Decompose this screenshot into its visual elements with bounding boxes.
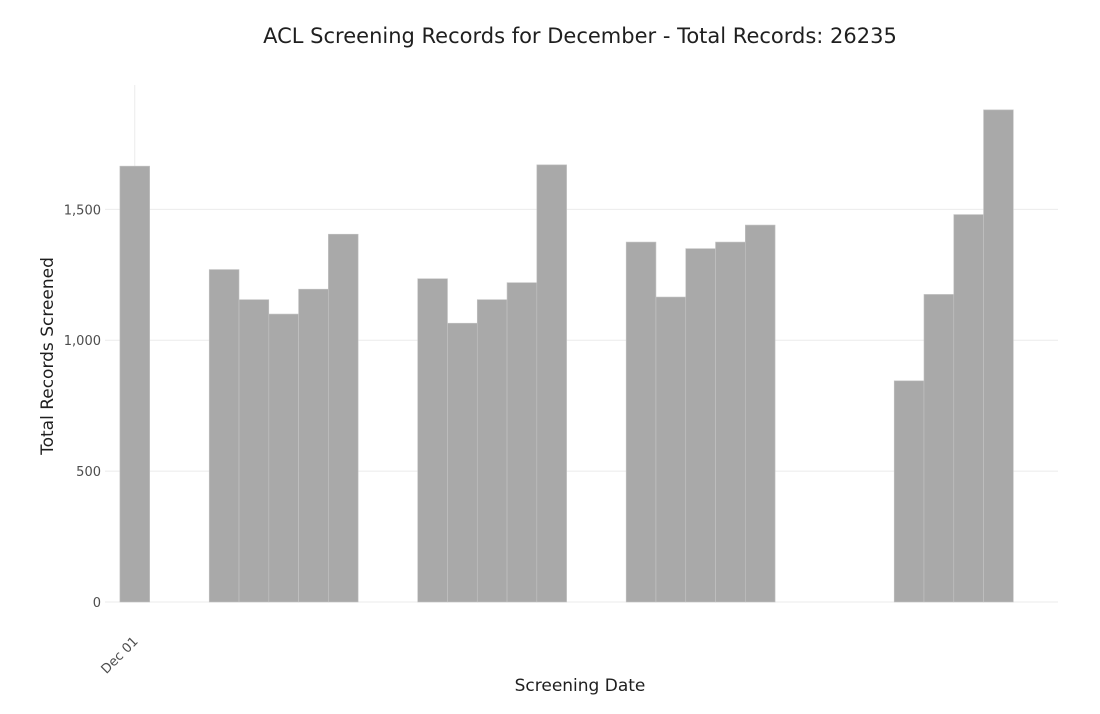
chart-title: ACL Screening Records for December - Tot… bbox=[263, 24, 897, 48]
bar bbox=[268, 313, 299, 603]
bar bbox=[655, 296, 687, 603]
bar bbox=[685, 248, 716, 603]
bar bbox=[536, 164, 567, 603]
bar bbox=[893, 380, 925, 603]
bar bbox=[447, 322, 478, 603]
y-tick-label: 500 bbox=[76, 465, 101, 480]
bar bbox=[953, 214, 984, 603]
bar bbox=[119, 165, 150, 603]
bar bbox=[208, 269, 240, 603]
bar bbox=[744, 224, 776, 603]
bar bbox=[715, 241, 746, 603]
bar bbox=[417, 278, 448, 603]
bar bbox=[328, 233, 359, 603]
y-axis-ticks: 0 500 1,000 1,500 bbox=[64, 203, 101, 611]
x-tick-label: Dec 01 bbox=[99, 634, 142, 677]
bar bbox=[983, 109, 1014, 603]
y-tick-label: 0 bbox=[93, 596, 101, 611]
bar bbox=[298, 288, 329, 603]
bar bbox=[923, 294, 955, 603]
x-axis-label: Screening Date bbox=[515, 676, 646, 696]
bar bbox=[506, 282, 538, 603]
y-tick-label: 1,000 bbox=[64, 334, 101, 349]
bars bbox=[119, 109, 1014, 603]
bar bbox=[238, 299, 270, 603]
bar bbox=[625, 241, 657, 603]
y-axis-label: Total Records Screened bbox=[38, 257, 58, 456]
y-tick-label: 1,500 bbox=[64, 203, 101, 218]
bar bbox=[476, 299, 508, 603]
x-axis-ticks: Dec 01 bbox=[99, 634, 142, 677]
